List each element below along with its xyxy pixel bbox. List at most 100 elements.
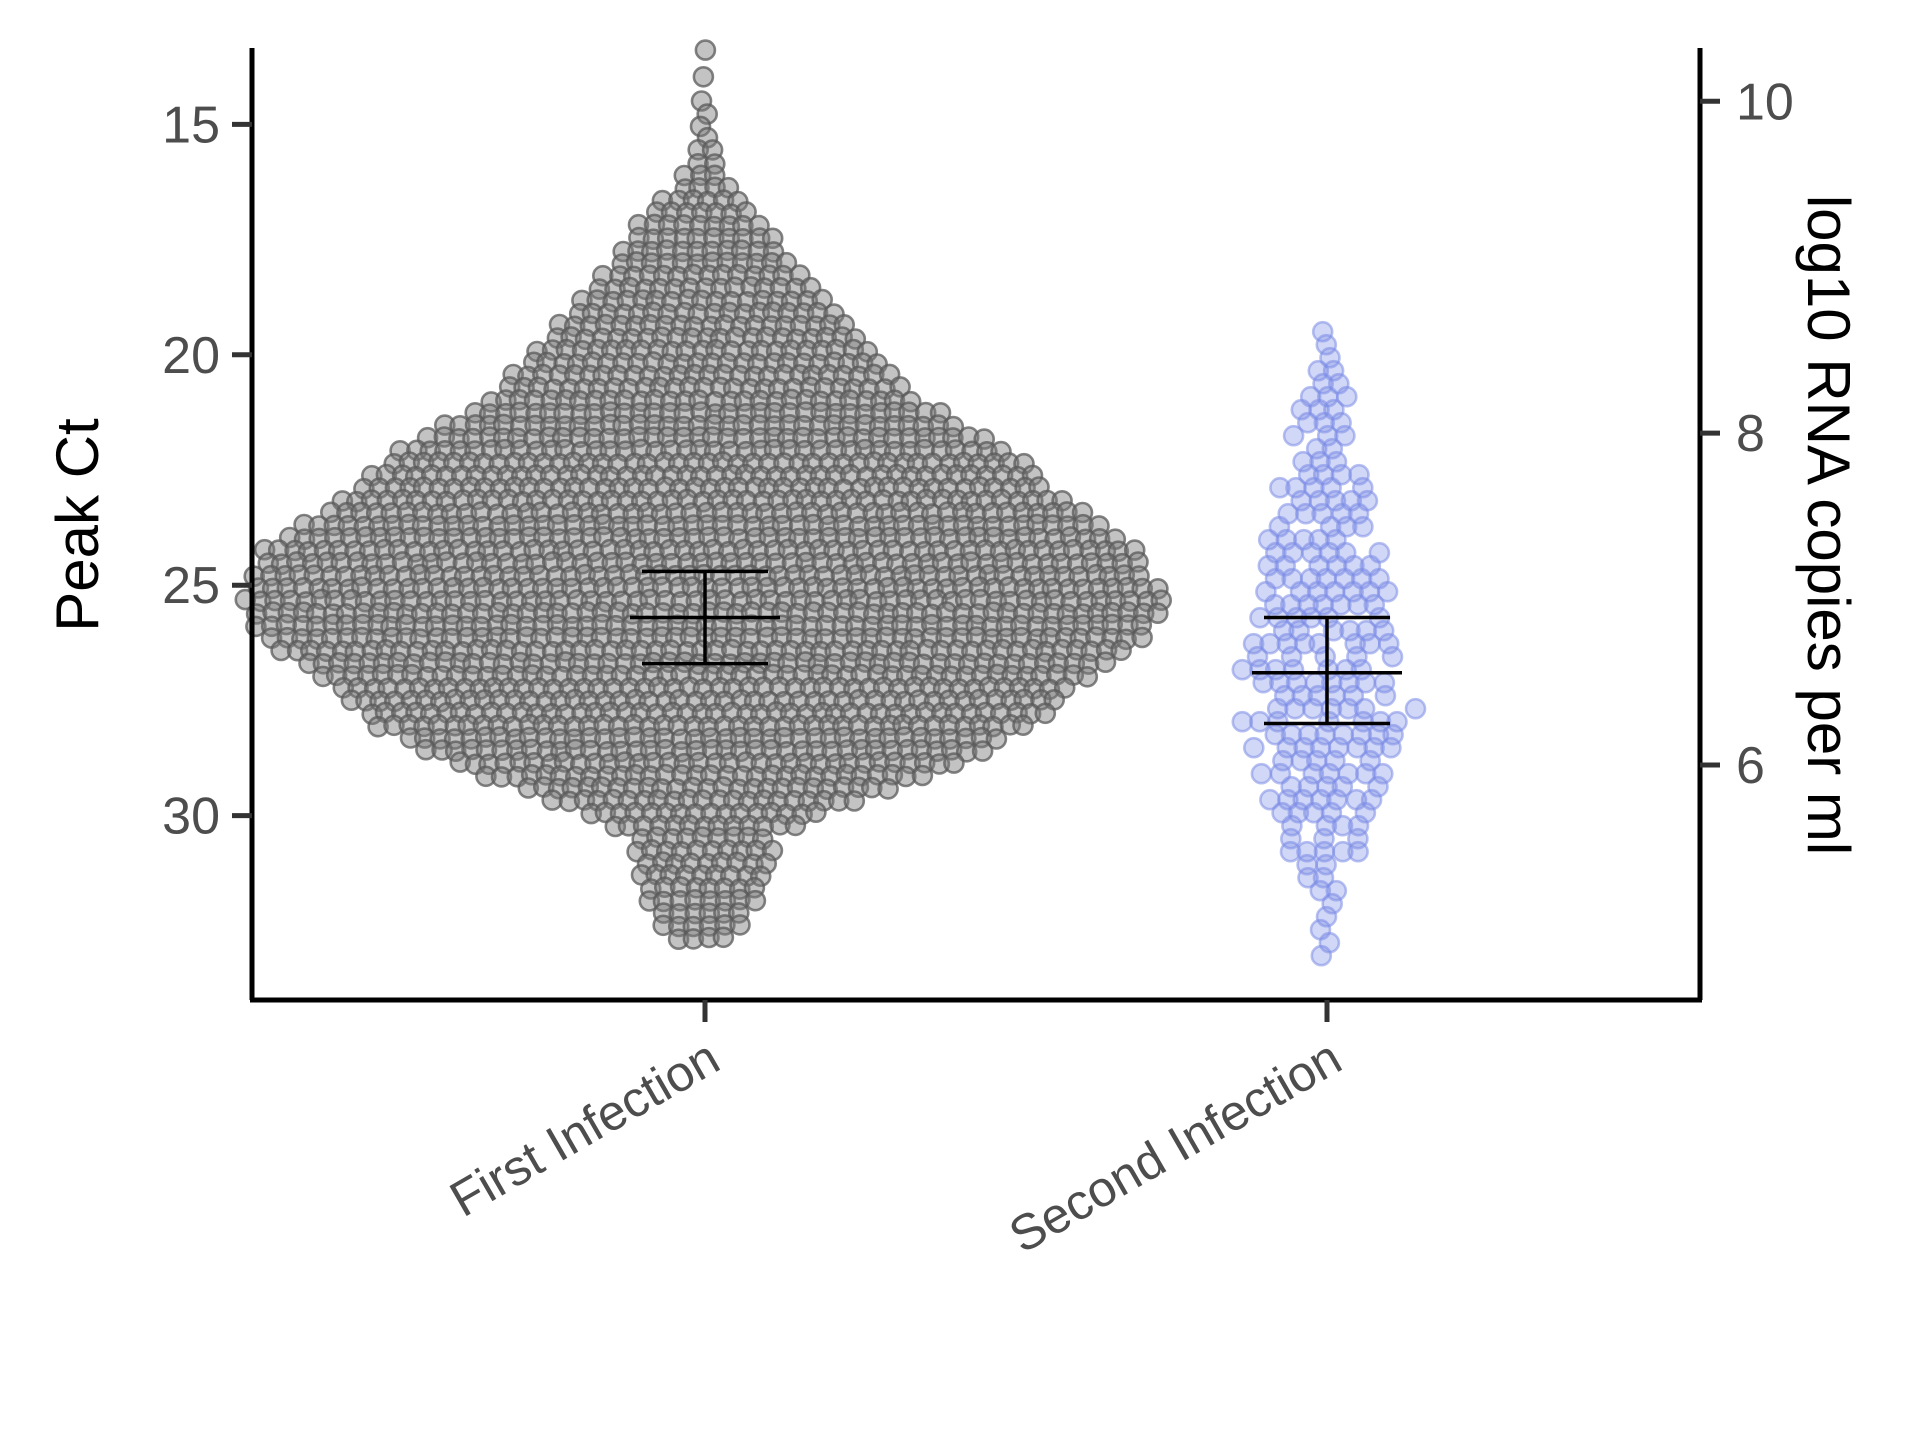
data-point [1282, 424, 1305, 447]
data-point [542, 678, 565, 701]
data-point [423, 564, 446, 587]
data-point [1231, 710, 1254, 733]
data-point [692, 66, 715, 88]
data-point [1334, 424, 1356, 447]
data-point [1026, 502, 1049, 525]
data-point [667, 928, 690, 951]
data-point [646, 826, 668, 848]
y2-axis-ticks: 10 8 6 [1700, 73, 1794, 795]
data-point [729, 914, 751, 936]
data-point [712, 926, 735, 949]
data-point [789, 477, 812, 500]
data-point [877, 476, 900, 498]
data-point [1231, 658, 1254, 681]
data-point [1336, 385, 1358, 408]
data-point [367, 715, 389, 738]
data-point [866, 763, 889, 786]
data-point [701, 240, 723, 263]
data-point [1080, 552, 1103, 574]
data-point [943, 752, 965, 774]
data-point [444, 740, 467, 763]
data-point [893, 726, 916, 748]
data-point [1021, 464, 1044, 487]
data-point [693, 376, 715, 399]
data-point [824, 703, 847, 725]
data-point [1110, 639, 1132, 662]
data-points [234, 39, 1427, 967]
data-point [615, 551, 637, 574]
data-point [741, 576, 763, 599]
data-point [617, 814, 640, 837]
data-point [948, 565, 970, 587]
data-point [473, 477, 496, 499]
data-point [1380, 736, 1402, 759]
y-tick-label: 30 [162, 788, 220, 846]
data-point [682, 928, 705, 950]
y2-axis-title: log10 RNA copies per ml [1795, 195, 1862, 855]
data-point [1034, 702, 1057, 725]
data-point [1249, 710, 1271, 733]
data-point [536, 351, 558, 374]
data-point [755, 852, 778, 875]
data-point [1147, 602, 1169, 625]
data-point [1284, 697, 1306, 720]
data-point [775, 251, 798, 274]
data-point [716, 764, 739, 787]
y2-tick-label: 8 [1736, 405, 1765, 463]
data-point [1381, 645, 1404, 668]
data-point [1076, 665, 1099, 688]
data-point [532, 363, 554, 386]
data-point [387, 538, 410, 561]
data-point [749, 865, 772, 888]
data-point [1352, 515, 1374, 538]
data-point [488, 453, 511, 476]
data-point [1302, 697, 1324, 720]
y-tick-label: 25 [162, 557, 220, 615]
data-point [554, 640, 577, 662]
data-point [383, 714, 405, 737]
x-axis-ticks: First Infection Second Infection [441, 1000, 1351, 1264]
data-point [911, 764, 934, 787]
data-point [1347, 840, 1369, 863]
data-point [795, 703, 818, 725]
data-point [1295, 502, 1317, 525]
data-point [784, 814, 807, 837]
data-point [825, 552, 848, 575]
data-point [464, 703, 487, 726]
x-category-label: First Infection [441, 1029, 729, 1228]
y-tick-label: 15 [162, 96, 220, 154]
data-point [816, 577, 839, 600]
y2-tick-label: 10 [1736, 73, 1794, 131]
data-point [827, 790, 850, 812]
data-point [517, 777, 540, 799]
data-point [993, 677, 1015, 699]
data-point [1376, 580, 1399, 603]
data-point [1269, 476, 1291, 499]
data-point [490, 766, 513, 788]
data-point [530, 627, 552, 650]
data-point [276, 577, 299, 599]
data-point [894, 765, 917, 788]
data-point [325, 664, 348, 687]
data-point [878, 727, 901, 750]
data-point [726, 263, 749, 286]
data-point [871, 464, 893, 486]
data-point [769, 813, 791, 836]
data-point [887, 677, 910, 700]
data-point [449, 751, 472, 773]
data-point [270, 639, 292, 662]
data-point [909, 589, 932, 611]
data-point [419, 703, 442, 725]
data-point [1374, 684, 1397, 707]
data-point [696, 103, 719, 125]
data-point [692, 678, 715, 700]
data-point [1131, 626, 1153, 649]
data-point [971, 740, 994, 762]
data-point [518, 515, 540, 538]
data-point [718, 301, 741, 324]
data-point [651, 326, 673, 349]
data-point [915, 465, 937, 488]
y-tick-label: 20 [162, 327, 220, 385]
data-point [877, 778, 899, 800]
